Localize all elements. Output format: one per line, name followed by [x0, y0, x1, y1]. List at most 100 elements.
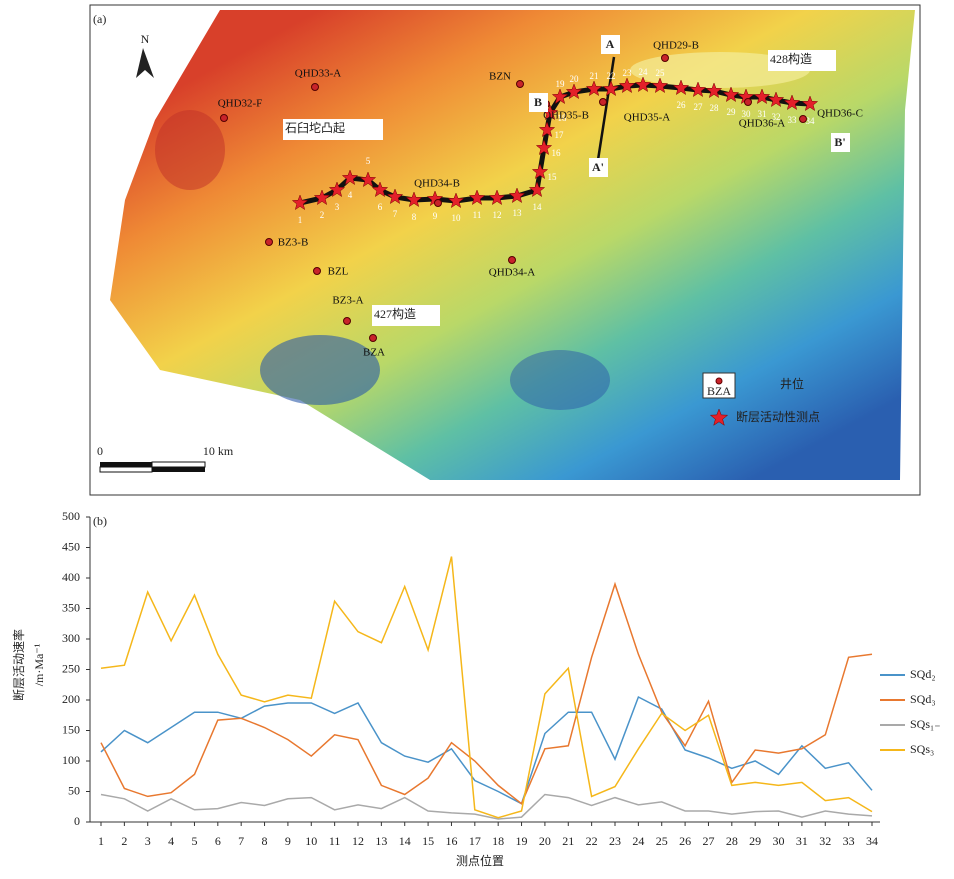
x-tick-label: 21	[562, 834, 574, 848]
point-number: 29	[727, 107, 737, 117]
x-tick-label: 25	[656, 834, 668, 848]
x-tick-label: 8	[262, 834, 268, 848]
well-dot	[434, 199, 442, 207]
terrain-low	[510, 350, 610, 410]
point-number: 32	[772, 112, 781, 122]
x-tick-label: 10	[305, 834, 317, 848]
scale-bar	[152, 467, 205, 472]
well-label: BZ3-A	[332, 295, 363, 307]
north-arrow	[136, 48, 154, 78]
fault-star	[565, 83, 583, 100]
x-tick-label: 5	[191, 834, 197, 848]
x-tick-label: 15	[422, 834, 434, 848]
x-tick-label: 1	[98, 834, 104, 848]
scale-bar	[99, 466, 153, 473]
x-tick-label: 34	[866, 834, 878, 848]
series-line	[100, 695, 873, 805]
x-tick-label: 11	[329, 834, 341, 848]
well-label: QHD29-B	[653, 40, 699, 52]
fault-star	[651, 77, 669, 94]
point-number: 14	[533, 202, 543, 212]
well-dot	[313, 267, 321, 275]
fault-star	[328, 181, 346, 198]
well-label: BZ3-B	[278, 237, 309, 249]
y-axis-title: 断层活动速率	[11, 629, 26, 701]
point-number: 20	[570, 74, 580, 84]
section-box	[601, 35, 620, 54]
point-number: 23	[623, 68, 633, 78]
point-number: 27	[694, 102, 704, 112]
fault-star	[551, 88, 569, 105]
fault-star	[767, 91, 785, 108]
terrain-high	[155, 110, 225, 190]
fault-star	[783, 94, 801, 111]
x-tick-label: 33	[843, 834, 855, 848]
well-dot	[220, 114, 228, 122]
point-number: 22	[607, 71, 616, 81]
fault-star	[585, 80, 603, 97]
x-tick-label: 18	[492, 834, 504, 848]
legend-label: SQs₁₋	[910, 717, 941, 731]
well-label: QHD36-A	[739, 118, 785, 130]
y-tick-label: 450	[62, 539, 80, 553]
y-tick-label: 400	[62, 570, 80, 584]
x-tick-label: 3	[145, 834, 151, 848]
well-dot	[661, 54, 669, 62]
x-tick-label: 23	[609, 834, 621, 848]
fault-star	[705, 82, 723, 99]
section-box	[831, 133, 850, 152]
section-line	[596, 56, 616, 161]
fault-star	[528, 181, 546, 198]
point-number: 10	[452, 213, 462, 223]
fault-trace	[299, 82, 811, 206]
scale-bar	[100, 462, 152, 467]
x-tick-label: 19	[516, 834, 528, 848]
x-tick-label: 9	[285, 834, 291, 848]
point-number: 28	[710, 103, 720, 113]
scale-bar	[151, 461, 206, 468]
x-tick-label: 4	[168, 834, 174, 848]
y-tick-label: 50	[68, 783, 80, 797]
legend-label: SQd₃	[910, 692, 936, 706]
y-tick-label: 100	[62, 753, 80, 767]
section-label: A'	[592, 160, 604, 174]
point-number: 3	[335, 202, 340, 212]
point-number: 33	[788, 115, 798, 125]
region-label: 427构造	[374, 306, 416, 321]
legend-label: SQs₃	[910, 742, 934, 756]
series-line	[100, 581, 873, 805]
point-number: 7	[393, 209, 398, 219]
y-tick-label: 350	[62, 600, 80, 614]
fault-star	[341, 169, 359, 186]
section-box	[529, 93, 548, 112]
scale-label: 0	[97, 444, 103, 458]
x-tick-label: 22	[586, 834, 598, 848]
well-dot	[516, 80, 524, 88]
well-dot	[508, 256, 516, 264]
terrain-high	[630, 52, 810, 88]
panel-label: (b)	[93, 514, 107, 528]
well-dot	[311, 83, 319, 91]
terrain-low	[260, 335, 380, 405]
legend-icon-box	[702, 372, 736, 399]
well-label: QHD32-F	[218, 98, 263, 110]
well-label: QHD36-C	[817, 108, 863, 120]
point-number: 9	[433, 211, 438, 221]
point-number: 26	[677, 100, 687, 110]
series-line	[100, 793, 873, 820]
x-tick-label: 14	[399, 834, 411, 848]
fault-star	[386, 188, 404, 205]
section-label: B	[534, 95, 542, 109]
well-label: QHD35-A	[624, 112, 670, 124]
fault-star	[291, 194, 309, 211]
point-number: 31	[758, 109, 767, 119]
point-number: 4	[348, 190, 353, 200]
point-number: 11	[473, 210, 482, 220]
section-box	[589, 158, 608, 177]
point-number: 34	[806, 116, 816, 126]
fault-star	[447, 192, 465, 209]
fault-star	[672, 79, 690, 96]
y-tick-label: 0	[74, 814, 80, 828]
